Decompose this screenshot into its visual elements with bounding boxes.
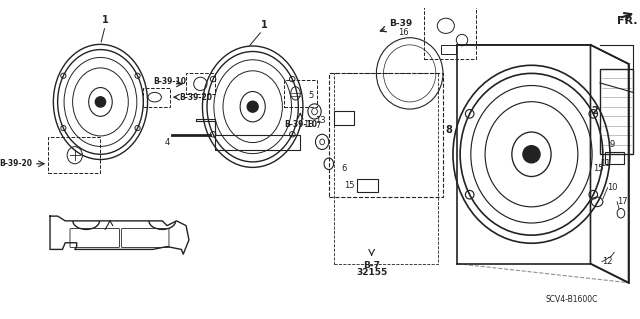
Text: 18: 18 [303,120,314,129]
Text: 15: 15 [593,164,604,173]
Text: 6: 6 [341,164,346,173]
Circle shape [95,97,106,107]
Text: B-7: B-7 [363,262,380,271]
Text: 12: 12 [602,257,612,266]
Text: B-39-20: B-39-20 [0,159,32,168]
Text: 11: 11 [600,159,611,168]
Text: 1: 1 [260,20,268,30]
Text: 16: 16 [397,28,408,37]
Text: B-39-20: B-39-20 [179,93,212,102]
Text: 13: 13 [316,116,326,125]
Text: 7: 7 [316,122,321,130]
Text: 32155: 32155 [356,268,387,277]
Text: 4: 4 [164,138,170,147]
Text: 10: 10 [607,183,618,192]
Text: B-39-10: B-39-10 [284,120,317,129]
Text: 5: 5 [308,91,314,100]
Text: 8: 8 [445,125,452,136]
Text: B-39: B-39 [388,19,412,28]
Text: FR.: FR. [617,16,637,26]
Text: 15: 15 [344,181,355,190]
Text: B-39-10: B-39-10 [153,77,186,85]
Text: 9: 9 [609,140,615,149]
Circle shape [523,146,540,163]
Text: 17: 17 [617,197,628,206]
Text: 2: 2 [591,107,598,116]
Circle shape [247,101,258,112]
Text: 1: 1 [102,15,109,25]
Text: SCV4-B1600C: SCV4-B1600C [545,295,598,304]
